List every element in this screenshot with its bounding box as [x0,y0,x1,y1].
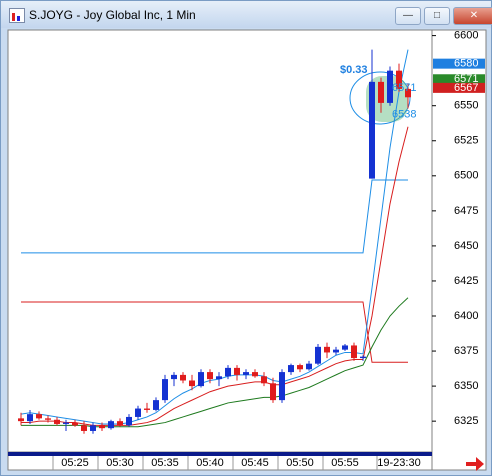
price-tag [433,74,485,85]
plot-area [7,29,433,453]
candle-body [252,372,258,377]
x-tick-label: 05:25 [61,457,89,469]
candle-body [126,416,132,426]
x-tick-label: 05:55 [331,457,359,469]
candle-body [369,81,375,179]
y-tick-label: 6550 [454,100,478,112]
y-tick-label: 6400 [454,310,478,322]
price-tag-label: 6571 [454,73,478,85]
price-tag-label: 6580 [454,58,478,70]
x-tick-label: 05:35 [151,457,179,469]
candle-body [306,363,312,370]
candle-body [270,383,276,401]
candle-body [261,376,267,384]
candle-body [387,70,393,103]
candle-body [342,345,348,350]
line [20,49,409,425]
candle-body [216,376,222,380]
y-tick-label: 6375 [454,345,478,357]
price-tag-label: 6567 [454,82,478,94]
x-tick-label: 19-23:30 [377,457,420,469]
candle-body [243,372,249,375]
annotation: $0.33 [340,64,368,76]
close-button[interactable]: ✕ [453,7,492,25]
candle-body [180,374,186,381]
candle-body [315,346,321,364]
candle-body [90,425,96,431]
candle-body [324,346,330,353]
line [21,301,408,363]
y-tick-label: 6425 [454,275,478,287]
x-tick-label: 05:50 [286,457,314,469]
y-tick-label: 6325 [454,415,478,427]
candle-body [171,374,177,380]
candle-body [99,425,105,429]
x-tick-label: 05:45 [241,457,269,469]
candle-body [234,367,240,375]
candle-body [36,414,42,419]
candle-body [198,372,204,387]
price-tag [433,58,485,69]
candle-body [63,422,69,424]
candle-body [54,419,60,424]
y-tick-label: 6450 [454,240,478,252]
candle-body [207,372,213,380]
candle-body [396,70,402,89]
candle-body [81,425,87,431]
candle-body [135,408,141,417]
price-tag [433,82,485,93]
x-tick-label: 05:40 [196,457,224,469]
candle-body [297,365,303,370]
title-bar: S.JOYG - Joy Global Inc, 1 Min — □ ✕ [1,1,492,28]
window-title: S.JOYG - Joy Global Inc, 1 Min [29,8,196,22]
y-tick-label: 6350 [454,380,478,392]
candle-body [72,422,78,426]
y-tick-label: 6600 [454,30,478,42]
candle-body [225,367,231,377]
candle-body [405,88,411,98]
minimize-button[interactable]: — [395,7,421,25]
candle-body [351,345,357,359]
candle-body [189,380,195,387]
scroll-bar[interactable] [8,452,432,456]
maximize-button[interactable]: □ [424,7,450,25]
candle-body [288,365,294,373]
candle-body [108,421,114,429]
y-tick-label: 6525 [454,135,478,147]
y-tick-label: 6500 [454,170,478,182]
candle-body [18,418,24,422]
scroll-arrow[interactable] [466,457,484,471]
candle-body [45,418,51,420]
candle-body [378,81,384,103]
line [21,126,409,426]
highlight-circle [349,71,411,125]
candle-body [27,414,33,422]
annotation: 6571 [392,82,416,94]
line [21,179,408,254]
y-tick-label: 6475 [454,205,478,217]
y-axis-area [431,29,487,471]
candle-body [333,349,339,353]
candle-body [117,421,123,426]
candle-body [144,408,150,410]
candle-body [153,400,159,410]
candle-body [360,356,366,359]
candle-body [162,379,168,401]
annotation: 6538 [392,108,416,120]
candle-body [279,372,285,401]
x-tick-label: 05:30 [106,457,134,469]
app-icon [9,8,25,23]
